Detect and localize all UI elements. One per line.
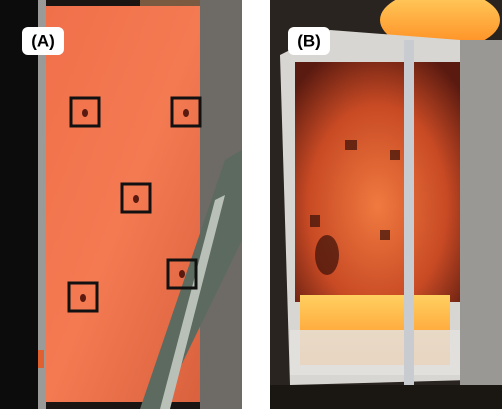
photo-a: (A) bbox=[0, 0, 242, 409]
photo-b: (B) bbox=[270, 0, 502, 409]
panel-label: (A) bbox=[31, 31, 55, 50]
figure: (A) (B) bbox=[0, 0, 502, 409]
panel-label: (B) bbox=[297, 31, 321, 50]
